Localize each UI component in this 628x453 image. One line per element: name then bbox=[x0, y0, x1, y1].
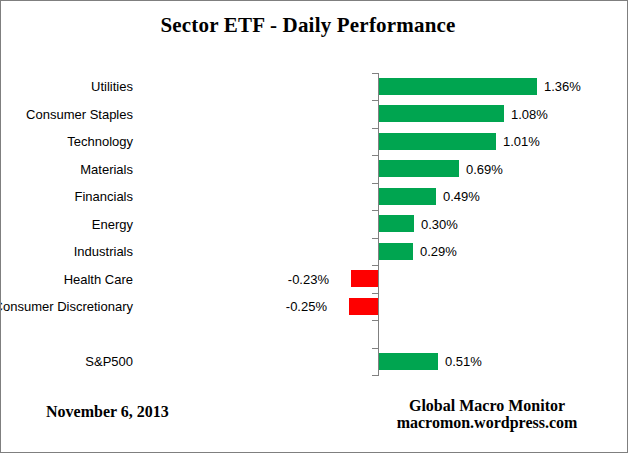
chart-frame: Sector ETF - Daily Performance Utilities… bbox=[0, 0, 628, 453]
value-label-consumer-discretionary: -0.25% bbox=[286, 299, 327, 314]
category-label-s-p500: S&P500 bbox=[85, 354, 133, 369]
category-label-materials: Materials bbox=[80, 162, 133, 177]
category-label-health-care: Health Care bbox=[64, 272, 133, 287]
axis-tick bbox=[372, 73, 378, 74]
bar-financials bbox=[379, 188, 436, 205]
category-label-energy: Energy bbox=[92, 217, 133, 232]
bar-utilities bbox=[379, 78, 537, 95]
axis-tick bbox=[372, 210, 378, 211]
footer-source-name: Global Macro Monitor bbox=[377, 397, 597, 414]
value-label-utilities: 1.36% bbox=[544, 79, 581, 94]
value-label-industrials: 0.29% bbox=[420, 244, 457, 259]
footer-source-url: macromon.wordpress.com bbox=[377, 414, 597, 431]
axis-tick bbox=[372, 293, 378, 294]
bar-energy bbox=[379, 215, 414, 232]
bar-consumer-staples bbox=[379, 105, 504, 122]
category-label-consumer-discretionary: Consumer Discretionary bbox=[0, 299, 133, 314]
bar-technology bbox=[379, 133, 496, 150]
bar-materials bbox=[379, 160, 459, 177]
value-label-consumer-staples: 1.08% bbox=[511, 107, 548, 122]
value-label-technology: 1.01% bbox=[503, 134, 540, 149]
plot-area: Utilities 1.36% Consumer Staples 1.08% Techn… bbox=[1, 1, 627, 452]
axis-tick bbox=[372, 128, 378, 129]
bar-industrials bbox=[379, 243, 413, 260]
axis-tick bbox=[372, 100, 378, 101]
axis-tick bbox=[372, 238, 378, 239]
axis-tick bbox=[372, 320, 378, 321]
value-label-materials: 0.69% bbox=[466, 162, 503, 177]
category-label-industrials: Industrials bbox=[74, 244, 133, 259]
category-label-technology: Technology bbox=[67, 134, 133, 149]
category-label-financials: Financials bbox=[74, 189, 133, 204]
bar-consumer-discretionary bbox=[349, 298, 378, 315]
footer-date: November 6, 2013 bbox=[46, 403, 169, 421]
axis-tick bbox=[372, 155, 378, 156]
value-label-s-p500: 0.51% bbox=[445, 354, 482, 369]
axis-tick bbox=[372, 375, 378, 376]
value-label-energy: 0.30% bbox=[421, 217, 458, 232]
footer-source: Global Macro Monitor macromon.wordpress.… bbox=[377, 397, 597, 431]
axis-tick bbox=[372, 348, 378, 349]
bar-health-care bbox=[351, 270, 378, 287]
category-label-consumer-staples: Consumer Staples bbox=[26, 107, 133, 122]
axis-tick bbox=[372, 183, 378, 184]
value-label-health-care: -0.23% bbox=[288, 272, 329, 287]
category-label-utilities: Utilities bbox=[91, 79, 133, 94]
bar-s-p500 bbox=[379, 353, 438, 370]
axis-tick bbox=[372, 265, 378, 266]
value-label-financials: 0.49% bbox=[443, 189, 480, 204]
